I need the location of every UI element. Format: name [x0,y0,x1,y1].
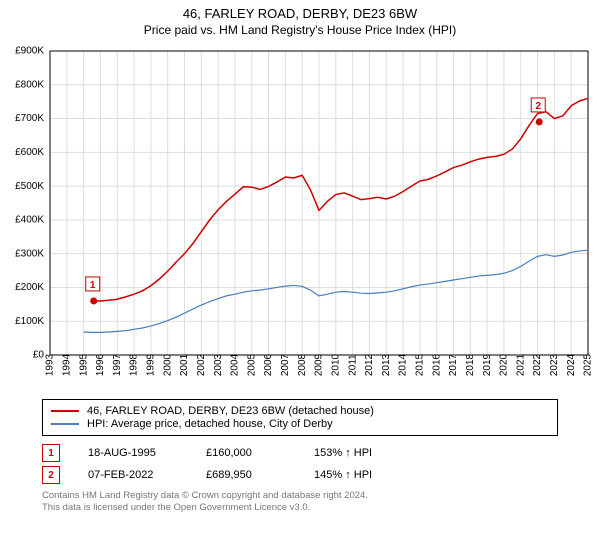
x-tick-label: 2018 [465,353,476,376]
x-tick-label: 1998 [129,353,140,376]
title-block: 46, FARLEY ROAD, DERBY, DE23 6BW Price p… [0,0,600,37]
footer-line1: Contains HM Land Registry data © Crown c… [42,490,558,502]
x-tick-label: 1994 [61,353,72,376]
marker-label-2: 2 [535,101,541,112]
y-tick-label: £0 [33,350,45,361]
x-tick-label: 2012 [364,353,375,376]
y-tick-label: £700K [15,113,44,124]
x-tick-label: 2015 [415,353,426,376]
y-tick-label: £600K [15,147,44,158]
x-tick-label: 2019 [482,353,493,376]
marker-price: £689,950 [206,469,286,481]
chart-subtitle: Price paid vs. HM Land Registry's House … [0,23,600,37]
marker-label-1: 1 [90,280,96,291]
x-tick-label: 2008 [297,353,308,376]
x-tick-label: 2013 [381,353,392,376]
x-tick-label: 2001 [179,353,190,376]
x-tick-label: 2020 [499,353,510,376]
x-tick-label: 2003 [213,353,224,376]
x-tick-label: 2000 [162,353,173,376]
x-tick-label: 2007 [280,353,291,376]
marker-pct: 145% ↑ HPI [314,469,414,481]
y-tick-label: £200K [15,282,44,293]
x-tick-label: 2002 [196,353,207,376]
x-tick-label: 1999 [146,353,157,376]
x-tick-label: 2006 [263,353,274,376]
marker-table-box: 1 [42,444,60,462]
legend-box: 46, FARLEY ROAD, DERBY, DE23 6BW (detach… [42,399,558,436]
marker-point-1 [90,297,97,304]
legend-row: 46, FARLEY ROAD, DERBY, DE23 6BW (detach… [51,405,549,417]
marker-table-box: 2 [42,466,60,484]
chart-area: £0 £100K £200K £300K £400K £500K £600K £700K £80… [0,45,600,395]
x-tick-label: 2010 [330,353,341,376]
x-tick-label: 1993 [45,353,56,376]
y-tick-label: £300K [15,248,44,259]
legend-row: HPI: Average price, detached house, City… [51,418,549,430]
footer-attribution: Contains HM Land Registry data © Crown c… [42,490,558,515]
y-tick-label: £800K [15,79,44,90]
legend-label: 46, FARLEY ROAD, DERBY, DE23 6BW (detach… [87,405,374,417]
x-tick-label: 1997 [112,353,123,376]
marker-price: £160,000 [206,447,286,459]
x-tick-label: 1995 [78,353,89,376]
marker-table-row: 2 07-FEB-2022 £689,950 145% ↑ HPI [42,466,558,484]
x-tick-label: 2016 [431,353,442,376]
x-tick-label: 2011 [347,354,358,376]
legend-swatch [51,423,79,425]
x-tick-label: 2004 [230,353,241,376]
legend-label: HPI: Average price, detached house, City… [87,418,333,430]
legend-swatch [51,410,79,412]
x-tick-label: 2017 [448,353,459,376]
chart-svg: £0 £100K £200K £300K £400K £500K £600K £700K £80… [0,45,600,395]
page-root: 46, FARLEY ROAD, DERBY, DE23 6BW Price p… [0,0,600,560]
x-tick-label: 2021 [515,353,526,376]
x-tick-label: 2014 [398,353,409,376]
footer-line2: This data is licensed under the Open Gov… [42,502,558,514]
marker-pct: 153% ↑ HPI [314,447,414,459]
x-tick-label: 1996 [95,353,106,376]
chart-title: 46, FARLEY ROAD, DERBY, DE23 6BW [0,6,600,21]
marker-point-2 [536,118,543,125]
y-tick-label: £100K [15,316,44,327]
x-tick-label: 2022 [532,353,543,376]
markers-table: 1 18-AUG-1995 £160,000 153% ↑ HPI 2 07-FEB-20… [42,444,558,484]
y-tick-label: £900K [15,46,44,57]
x-tick-label: 2025 [583,353,594,376]
marker-date: 07-FEB-2022 [88,469,178,481]
x-tick-label: 2024 [566,353,577,376]
y-tick-label: £400K [15,215,44,226]
marker-table-row: 1 18-AUG-1995 £160,000 153% ↑ HPI [42,444,558,462]
x-tick-label: 2023 [549,353,560,376]
x-tick-label: 2009 [314,353,325,376]
marker-date: 18-AUG-1995 [88,447,178,459]
x-tick-label: 2005 [246,353,257,376]
y-tick-label: £500K [15,181,44,192]
